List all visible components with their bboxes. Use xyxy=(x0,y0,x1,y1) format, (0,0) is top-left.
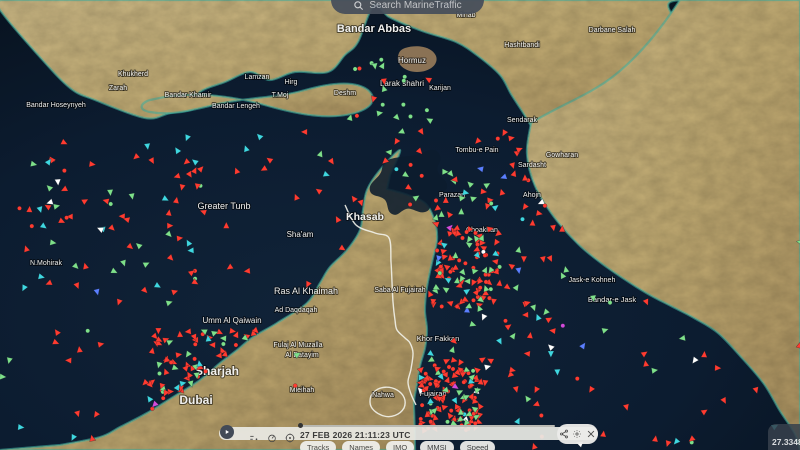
svg-text:Gowharan: Gowharan xyxy=(546,152,578,159)
svg-text:Fulaj Al Muzalla: Fulaj Al Muzalla xyxy=(273,342,322,349)
svg-text:Hirg: Hirg xyxy=(285,79,298,86)
svg-text:Al Batayim: Al Batayim xyxy=(285,352,319,359)
svg-text:Sha'am: Sha'am xyxy=(287,230,314,239)
svg-text:Bandar Lengeh: Bandar Lengeh xyxy=(212,103,260,110)
svg-text:Sendarak: Sendarak xyxy=(507,117,537,124)
svg-text:Ahojn: Ahojn xyxy=(523,192,541,199)
svg-text:T.Moj: T.Moj xyxy=(272,92,289,99)
svg-text:Dubai: Dubai xyxy=(179,393,212,407)
svg-text:Khasab: Khasab xyxy=(346,211,384,223)
svg-text:Karijan: Karijan xyxy=(429,85,451,92)
svg-text:Bandar Abbas: Bandar Abbas xyxy=(337,23,411,35)
svg-text:Hashtbandi: Hashtbandi xyxy=(504,42,540,49)
svg-text:Greater Tunb: Greater Tunb xyxy=(197,201,250,211)
svg-text:Darbane Salah: Darbane Salah xyxy=(589,27,636,34)
svg-text:Lamzan: Lamzan xyxy=(245,74,270,81)
svg-text:Hormuz: Hormuz xyxy=(398,56,426,65)
svg-text:Tombu-e Pain: Tombu-e Pain xyxy=(455,147,498,154)
svg-text:Sardasht: Sardasht xyxy=(518,162,546,169)
svg-text:Ad Daqdaqah: Ad Daqdaqah xyxy=(275,307,318,314)
svg-text:Saba Al Fujairah: Saba Al Fujairah xyxy=(374,287,425,294)
svg-text:Jask-e Kohneh: Jask-e Kohneh xyxy=(569,277,616,284)
svg-text:Mleihah: Mleihah xyxy=(290,387,315,394)
svg-text:Bandar Khamir: Bandar Khamir xyxy=(165,92,212,99)
svg-text:Bandar Hoseynyeh: Bandar Hoseynyeh xyxy=(26,102,86,109)
svg-text:Deshm: Deshm xyxy=(334,90,356,97)
svg-text:Umm Al Qaiwain: Umm Al Qaiwain xyxy=(202,316,261,325)
svg-text:Zarah: Zarah xyxy=(109,85,127,92)
svg-text:Nahwa: Nahwa xyxy=(372,392,394,399)
svg-text:Khukherd: Khukherd xyxy=(118,71,148,78)
svg-text:N.Mohirak: N.Mohirak xyxy=(30,260,62,267)
